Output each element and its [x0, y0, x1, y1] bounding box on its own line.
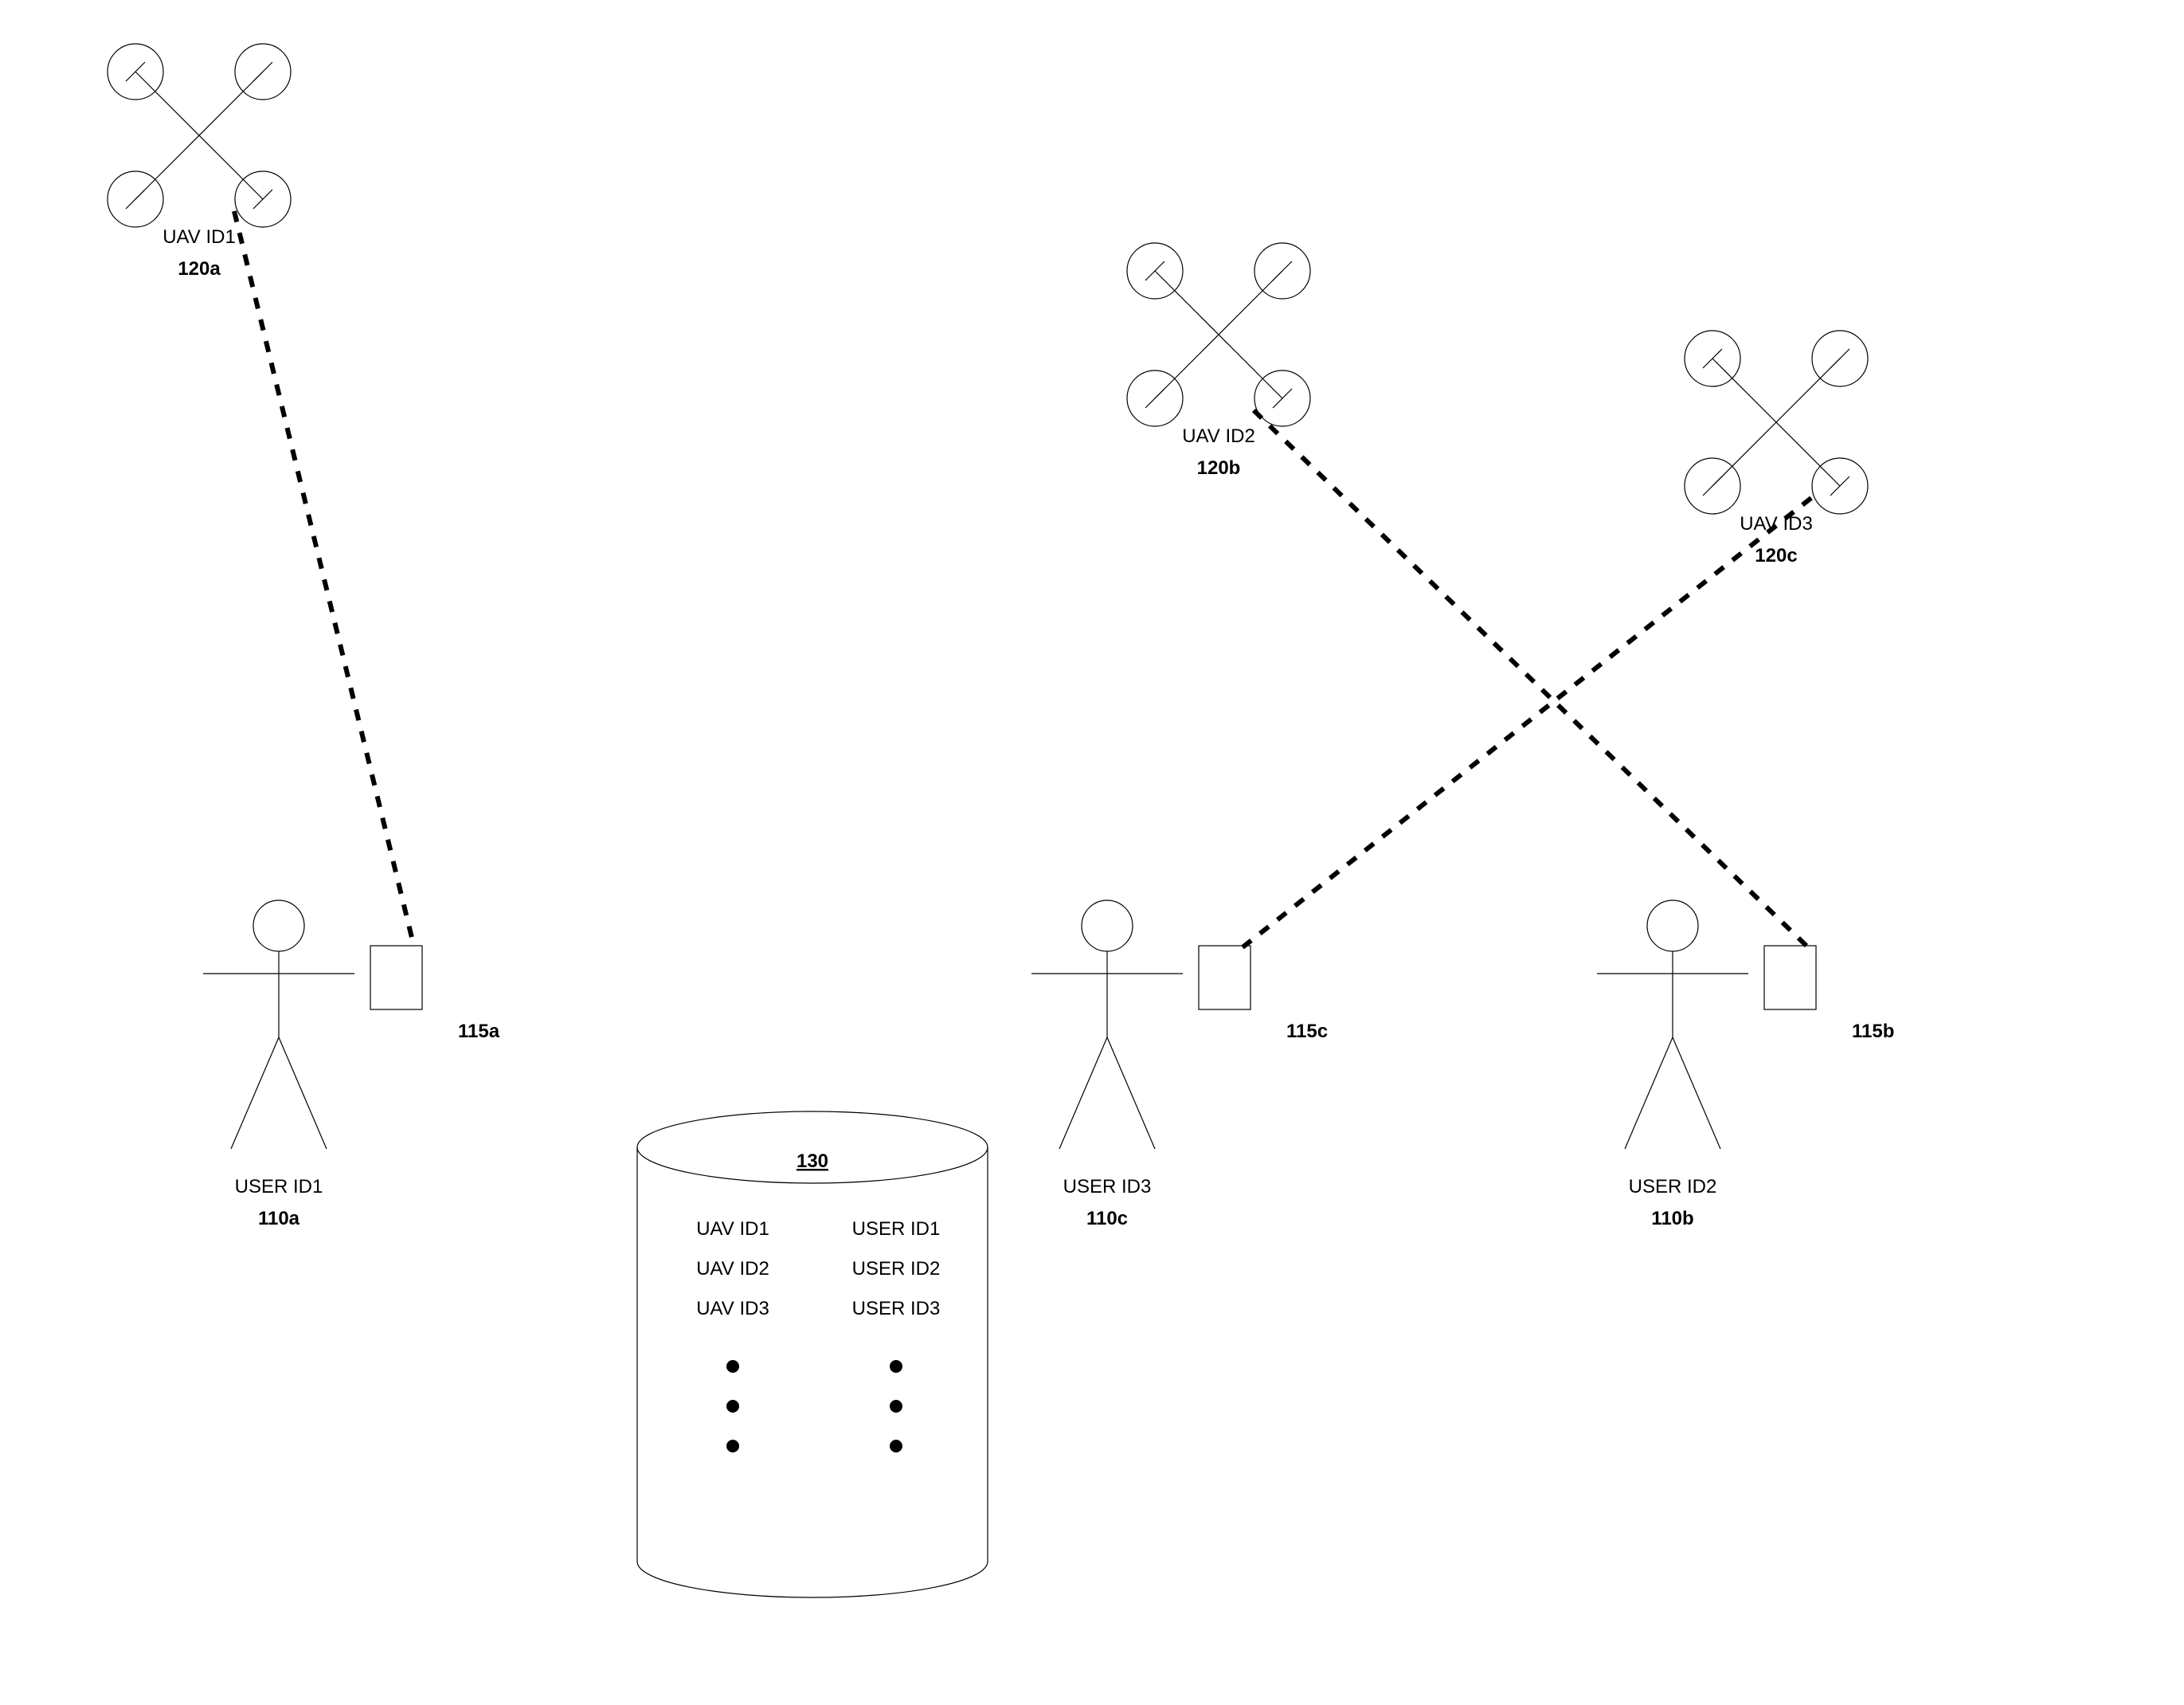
device-icon [1199, 946, 1251, 1009]
user-user2: 115b USER ID2 110b [1597, 900, 1894, 1229]
uav-uav3: UAV ID3 120c [1685, 331, 1868, 566]
svg-text:120b: 120b [1197, 457, 1241, 479]
svg-text:USER ID3: USER ID3 [1063, 1176, 1152, 1197]
svg-text:110c: 110c [1086, 1208, 1128, 1229]
svg-text:USER ID2: USER ID2 [852, 1258, 941, 1280]
svg-text:120a: 120a [178, 258, 221, 280]
svg-text:USER ID2: USER ID2 [1629, 1176, 1717, 1197]
svg-text:USER ID1: USER ID1 [235, 1176, 323, 1197]
link-uav2-user2 [1254, 410, 1808, 947]
svg-text:110a: 110a [258, 1208, 300, 1229]
svg-text:UAV ID3: UAV ID3 [696, 1298, 769, 1319]
device-icon [1764, 946, 1816, 1009]
svg-text:UAV ID2: UAV ID2 [1182, 425, 1255, 447]
svg-text:120c: 120c [1755, 545, 1797, 566]
svg-text:UAV ID2: UAV ID2 [696, 1258, 769, 1280]
svg-text:UAV ID1: UAV ID1 [162, 226, 236, 248]
svg-text:USER ID1: USER ID1 [852, 1218, 941, 1240]
svg-text:110b: 110b [1651, 1208, 1693, 1229]
user-user3: 115c USER ID3 110c [1031, 900, 1328, 1229]
link-uav1-user1 [234, 211, 414, 947]
svg-text:USER ID3: USER ID3 [852, 1298, 941, 1319]
link-uav3-user3 [1243, 498, 1811, 947]
device-icon [370, 946, 422, 1009]
uav-uav1: UAV ID1 120a [108, 44, 291, 280]
database-icon: 130 UAV ID1 USER ID1 UAV ID2 USER ID2 UAV ID3… [637, 1111, 988, 1597]
svg-text:UAV ID1: UAV ID1 [696, 1218, 769, 1240]
svg-text:130: 130 [796, 1150, 828, 1172]
user-user1: 115a USER ID1 110a [203, 900, 500, 1229]
svg-text:115a: 115a [458, 1021, 500, 1042]
uav-uav2: UAV ID2 120b [1127, 243, 1310, 479]
svg-text:UAV ID3: UAV ID3 [1740, 513, 1813, 535]
svg-text:115c: 115c [1286, 1021, 1328, 1042]
svg-text:115b: 115b [1852, 1021, 1894, 1042]
